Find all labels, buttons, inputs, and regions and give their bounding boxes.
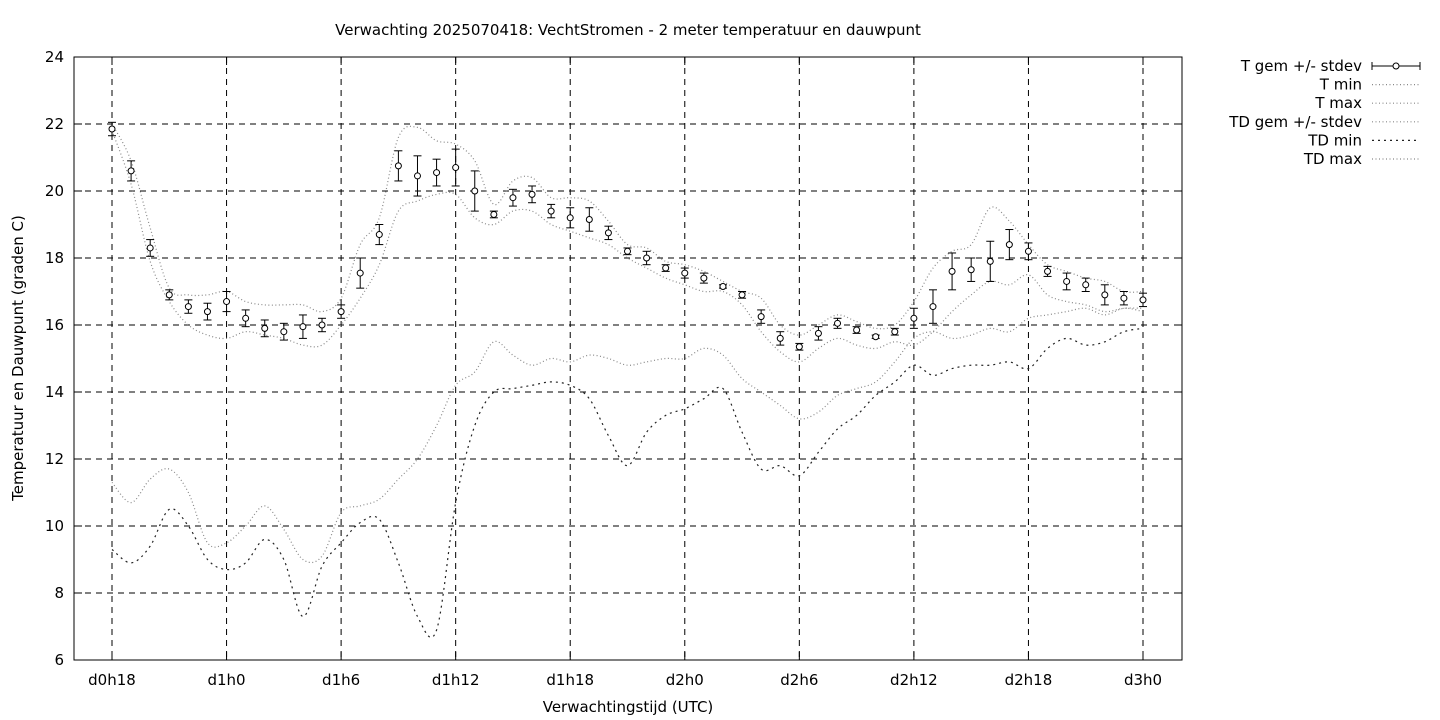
data-point xyxy=(203,308,211,316)
legend-label: TD min xyxy=(1307,131,1362,149)
y-tick-label: 24 xyxy=(45,48,64,66)
x-tick-label: d1h0 xyxy=(207,671,245,689)
x-tick-label: d2h0 xyxy=(666,671,704,689)
y-tick-label: 18 xyxy=(45,249,64,267)
data-point xyxy=(834,319,842,327)
data-point xyxy=(662,264,670,272)
y-tick-label: 22 xyxy=(45,115,64,133)
data-point xyxy=(814,329,822,337)
data-point xyxy=(986,257,994,265)
x-tick-label: d2h12 xyxy=(890,671,938,689)
data-point xyxy=(891,328,899,336)
data-point xyxy=(1024,247,1032,255)
chart-title: Verwachting 2025070418: VechtStromen - 2… xyxy=(335,21,921,39)
data-point xyxy=(738,291,746,299)
x-tick-label: d0h18 xyxy=(88,671,136,689)
data-point xyxy=(471,187,479,195)
data-point xyxy=(1139,296,1147,304)
data-point xyxy=(795,343,803,351)
data-point xyxy=(585,215,593,223)
data-point xyxy=(184,303,192,311)
data-point xyxy=(127,167,135,175)
data-point xyxy=(776,334,784,342)
data-point xyxy=(108,125,116,133)
x-tick-label: d1h12 xyxy=(432,671,480,689)
data-point xyxy=(1101,291,1109,299)
data-point xyxy=(242,314,250,322)
data-point xyxy=(337,308,345,316)
data-point xyxy=(948,267,956,275)
data-point xyxy=(853,326,861,334)
x-tick-label: d2h6 xyxy=(780,671,818,689)
data-point xyxy=(413,172,421,180)
y-axis-label: Temperatuur en Dauwpunt (graden C) xyxy=(9,215,27,502)
y-tick-label: 10 xyxy=(45,517,64,535)
legend-label: T min xyxy=(1319,76,1362,94)
legend-label: T max xyxy=(1314,94,1362,112)
data-point xyxy=(700,274,708,282)
legend-marker xyxy=(1392,62,1400,70)
legend-label: TD gem +/- stdev xyxy=(1228,113,1362,131)
data-point xyxy=(1063,277,1071,285)
x-axis-ticks: d0h18 d1h0 d1h6 d1h12 d1h18 d2h0 d2h6 d2h12 d2h1… xyxy=(88,57,1162,689)
plot-area xyxy=(108,121,1147,638)
data-point xyxy=(643,254,651,262)
data-point xyxy=(967,266,975,274)
x-tick-label: d1h18 xyxy=(546,671,594,689)
data-point xyxy=(910,314,918,322)
data-point xyxy=(872,333,880,341)
y-axis-ticks: 6 8 10 12 14 16 18 20 22 24 xyxy=(45,48,1182,669)
series-line-td-max xyxy=(111,307,1144,564)
data-point xyxy=(146,244,154,252)
data-point xyxy=(604,229,612,237)
y-tick-label: 14 xyxy=(45,383,64,401)
series-line-t-max xyxy=(111,123,1144,336)
y-tick-label: 8 xyxy=(54,584,64,602)
series-line-td-min xyxy=(111,327,1144,638)
data-point xyxy=(566,214,574,222)
data-point xyxy=(547,207,555,215)
data-point xyxy=(375,231,383,239)
data-point xyxy=(433,169,441,177)
x-axis-label: Verwachtingstijd (UTC) xyxy=(543,698,714,716)
y-tick-label: 12 xyxy=(45,450,64,468)
legend-label: T gem +/- stdev xyxy=(1240,57,1362,75)
y-tick-label: 20 xyxy=(45,182,64,200)
data-point xyxy=(280,328,288,336)
plot-frame xyxy=(73,56,1183,661)
data-point xyxy=(299,323,307,331)
data-point xyxy=(1044,267,1052,275)
x-tick-label: d3h0 xyxy=(1124,671,1162,689)
grid xyxy=(74,57,1182,660)
data-point xyxy=(1005,241,1013,249)
legend-label: TD max xyxy=(1303,150,1362,168)
data-point xyxy=(394,162,402,170)
y-tick-label: 16 xyxy=(45,316,64,334)
data-point xyxy=(452,164,460,172)
data-point xyxy=(1082,281,1090,289)
data-point xyxy=(624,247,631,255)
x-tick-label: d2h18 xyxy=(1005,671,1053,689)
data-point xyxy=(757,313,765,321)
data-point xyxy=(719,282,727,290)
data-point xyxy=(490,210,498,218)
series-t-mean xyxy=(108,121,1147,351)
data-point xyxy=(929,303,937,311)
x-tick-label: d1h6 xyxy=(322,671,360,689)
data-point xyxy=(681,269,689,277)
data-point xyxy=(1120,294,1128,302)
data-point xyxy=(223,298,231,306)
y-tick-label: 6 xyxy=(54,651,64,669)
data-point xyxy=(165,291,173,299)
data-point xyxy=(261,324,269,332)
data-point xyxy=(318,321,326,329)
data-point xyxy=(528,190,536,198)
data-point xyxy=(509,194,517,202)
data-point xyxy=(356,269,364,277)
